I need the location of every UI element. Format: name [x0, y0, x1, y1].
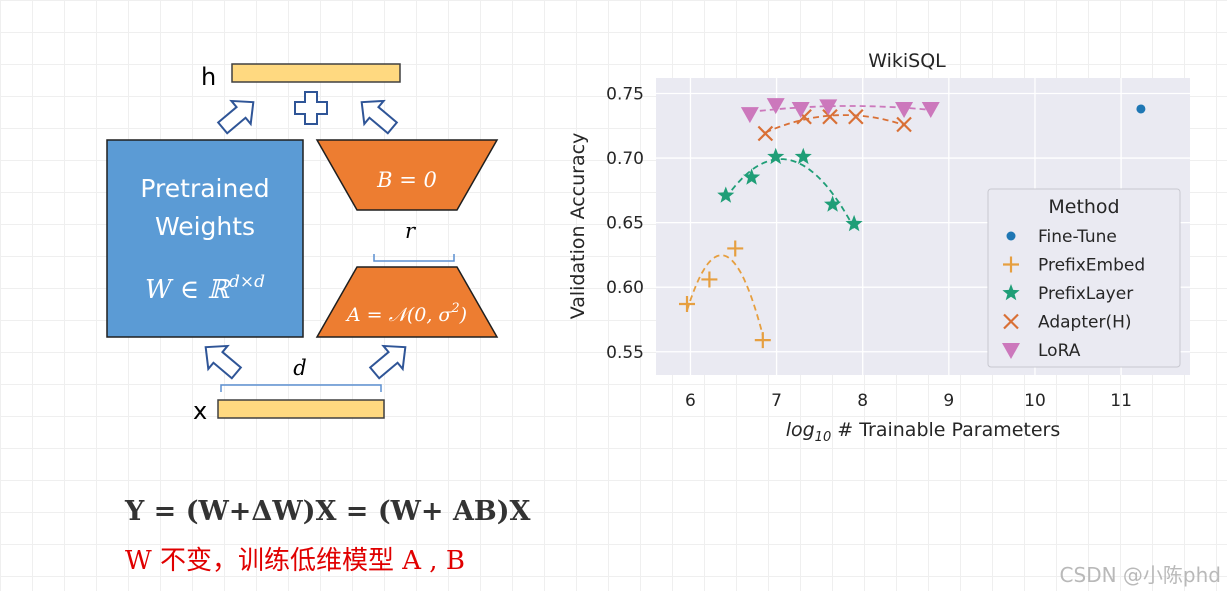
adapter-h-trend-line [765, 114, 905, 134]
dimension-bracket [220, 384, 382, 392]
lora-point [766, 98, 785, 115]
prefixlayer-point [767, 147, 785, 165]
wikisql-chart: WikiSQL 6 7 8 9 10 11 0.55 0.60 0.65 0.70 0.75 Val… [567, 50, 1190, 445]
y-tick-label: 0.75 [606, 84, 644, 104]
matrix-a-label: A = 𝒩(0, σ2) [345, 301, 467, 326]
lora-note: W 不变，训练低维模型 A , B [125, 546, 465, 576]
legend-marker-adapter-h [1003, 313, 1019, 330]
chart-title: WikiSQL [868, 50, 946, 72]
data-points [679, 98, 1146, 349]
x-axis-label: log10 # Trainable Parameters [786, 419, 1061, 445]
legend-box [987, 188, 1181, 368]
prefixembed-trend-line [686, 254, 764, 336]
lora-point [791, 101, 810, 118]
legend-label-lora: LoRA [1038, 341, 1081, 361]
fine-tune-point [1136, 104, 1146, 114]
lora-architecture-diagram: h Pretrained Weights W ∈ ℝd×d B = 0 r A … [106, 63, 499, 425]
legend-title: Method [1048, 196, 1119, 218]
legend-marker-fine-tune [1006, 231, 1016, 241]
y-tick-label: 0.65 [606, 214, 644, 234]
adapter-h-point [757, 125, 774, 142]
prefixembed-point [754, 332, 771, 349]
legend-label-prefixlayer: PrefixLayer [1038, 284, 1133, 304]
legend-marker-prefixembed [1003, 256, 1019, 273]
arrow-pretrained-to-h [216, 99, 255, 135]
legend-marker-prefixlayer [1002, 284, 1020, 301]
prefixembed-point [701, 271, 718, 288]
rank-bracket [373, 254, 455, 262]
y-tick-label: 0.60 [606, 278, 644, 298]
prefixembed-point [679, 295, 696, 312]
lora-point [740, 107, 759, 124]
pretrained-label: Pretrained [140, 174, 269, 203]
rank-label: r [405, 219, 417, 243]
arrow-x-to-a [368, 344, 407, 380]
legend-label-adapter-h: Adapter(H) [1038, 313, 1132, 333]
x-tick-label: 9 [943, 391, 954, 411]
x-tick-label: 10 [1024, 391, 1046, 411]
adapter-h-point [822, 108, 838, 125]
axis-ticks: 6 7 8 9 10 11 0.55 0.60 0.65 0.70 0.75 [606, 84, 1132, 411]
lora-point [819, 99, 838, 116]
input-vector-x [217, 399, 385, 419]
y-tick-label: 0.70 [606, 149, 644, 169]
x-tick-label: 7 [771, 391, 782, 411]
h-label: h [201, 63, 216, 91]
prefixlayer-point [845, 214, 863, 232]
x-label: x [193, 397, 207, 425]
arrow-x-to-pretrained [204, 344, 243, 380]
chart-legend: Method Fine-Tune PrefixEmbed PrefixLayer Ad… [987, 188, 1181, 368]
plus-icon [294, 91, 328, 125]
dimension-label: d [293, 356, 306, 380]
output-vector-h [231, 63, 401, 83]
legend-label-prefixembed: PrefixEmbed [1038, 256, 1145, 276]
matrix-b-label: B = 0 [376, 168, 437, 192]
prefixlayer-trend-line [725, 158, 855, 229]
adapter-h-point [896, 116, 912, 133]
prefixlayer-point [794, 147, 812, 165]
weight-dimension-formula: W ∈ ℝd×d [145, 272, 265, 305]
lora-point [895, 101, 914, 118]
prefixlayer-point [717, 186, 735, 203]
prefixlayer-point [824, 195, 842, 212]
y-axis-label: Validation Accuracy [567, 133, 589, 320]
prefixlayer-point [743, 168, 761, 185]
lora-equation: Y = (W+ΔW)X = (W+ AB)X [125, 496, 531, 527]
prefixembed-point [727, 240, 744, 257]
adapter-h-point [848, 108, 864, 125]
pretrained-weights-block [106, 139, 304, 338]
x-tick-label: 11 [1110, 391, 1132, 411]
lora-point [921, 101, 940, 118]
watermark: CSDN @小陈phd [1059, 563, 1221, 587]
x-tick-label: 6 [685, 391, 696, 411]
legend-marker-lora [1002, 343, 1020, 359]
weights-label: Weights [155, 212, 255, 241]
arrow-b-to-h [360, 99, 399, 135]
matrix-b-block [315, 139, 499, 211]
y-tick-label: 0.55 [606, 343, 644, 363]
matrix-a-block [315, 266, 499, 338]
x-tick-label: 8 [857, 391, 868, 411]
legend-label-fine-tune: Fine-Tune [1038, 227, 1117, 247]
